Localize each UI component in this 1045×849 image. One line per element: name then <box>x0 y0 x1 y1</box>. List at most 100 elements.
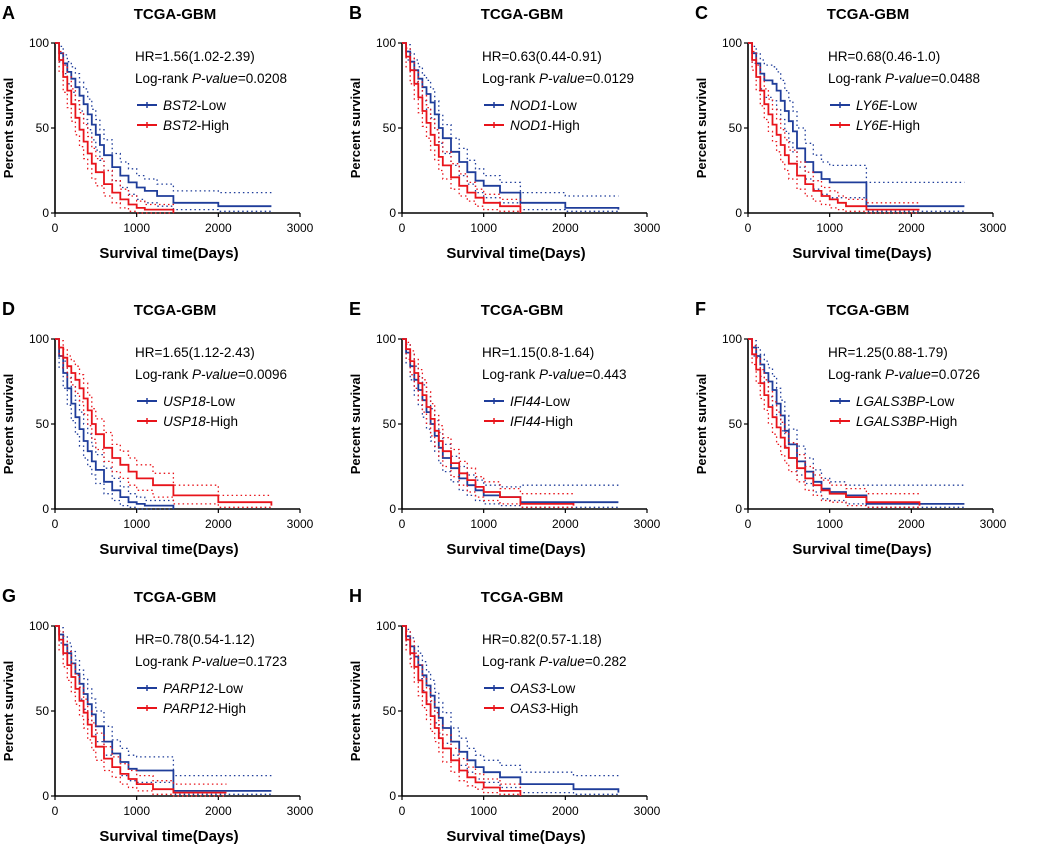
x-tick-label: 3000 <box>287 517 314 531</box>
pvalue-text: Log-rank P-value=0.0488 <box>828 71 980 86</box>
x-tick-label: 0 <box>745 517 752 531</box>
x-tick-label: 2000 <box>552 221 579 235</box>
legend-label: OAS3-High <box>510 701 578 716</box>
x-tick-label: 1000 <box>123 517 150 531</box>
y-tick-label: 50 <box>729 121 743 135</box>
x-tick-label: 2000 <box>552 517 579 531</box>
pvalue-prefix: Log-rank <box>482 654 539 669</box>
x-tick-label: 3000 <box>980 517 1007 531</box>
y-axis-title: Percent survival <box>1 661 16 761</box>
y-tick-label: 100 <box>29 332 49 346</box>
ci-upper-line <box>55 338 272 497</box>
x-axis-title: Survival time(Days) <box>99 828 238 845</box>
y-tick-label: 100 <box>376 619 396 633</box>
y-tick-label: 50 <box>36 417 50 431</box>
legend-gene: BST2 <box>163 98 197 113</box>
y-tick-label: 100 <box>722 36 742 50</box>
pvalue-label: P-value <box>539 654 585 669</box>
y-tick-label: 50 <box>729 417 743 431</box>
legend-gene: LGALS3BP <box>856 414 925 429</box>
pvalue-value: =0.443 <box>585 367 627 382</box>
pvalue-value: =0.282 <box>585 654 627 669</box>
legend-gene: IFI44 <box>510 394 541 409</box>
series-high <box>55 625 227 797</box>
ci-upper-line <box>402 625 619 777</box>
pvalue-text: Log-rank P-value=0.0096 <box>135 367 287 382</box>
x-tick-label: 0 <box>52 804 59 818</box>
y-tick-label: 50 <box>383 417 397 431</box>
pvalue-text: Log-rank P-value=0.443 <box>482 367 627 382</box>
y-tick-label: 100 <box>722 332 742 346</box>
hazard-ratio-text: HR=1.25(0.88-1.79) <box>828 345 948 360</box>
x-tick-label: 1000 <box>123 804 150 818</box>
y-tick-label: 100 <box>29 619 49 633</box>
series-high <box>55 42 175 214</box>
legend-gene: BST2 <box>163 118 197 133</box>
ci-lower-line <box>748 42 920 214</box>
legend-item: NOD1-High <box>484 118 580 133</box>
panel-letter: H <box>349 586 362 606</box>
legend-group: -Low <box>206 394 236 409</box>
legend-item: LGALS3BP-High <box>830 414 957 429</box>
legend-group: -Low <box>888 98 918 113</box>
y-axis-title: Percent survival <box>694 78 709 178</box>
legend-group: -High <box>546 701 578 716</box>
legend-label: LY6E-Low <box>856 98 917 113</box>
x-tick-label: 3000 <box>287 221 314 235</box>
pvalue-text: Log-rank P-value=0.0208 <box>135 71 287 86</box>
legend-gene: PARP12 <box>163 701 214 716</box>
ci-upper-line <box>55 625 227 785</box>
legend-item: IFI44-High <box>484 414 573 429</box>
legend-gene: LY6E <box>856 98 889 113</box>
ci-upper-line <box>748 42 920 204</box>
x-tick-label: 0 <box>745 221 752 235</box>
survival-curve <box>55 338 273 506</box>
legend-item: LGALS3BP-Low <box>830 394 955 409</box>
series-low <box>55 42 272 212</box>
y-axis-title: Percent survival <box>348 374 363 474</box>
pvalue-prefix: Log-rank <box>135 367 192 382</box>
legend-label: BST2-High <box>163 118 229 133</box>
legend-label: IFI44-Low <box>510 394 570 409</box>
legend-label: LGALS3BP-Low <box>856 394 955 409</box>
legend-label: PARP12-Low <box>163 681 243 696</box>
survival-curve <box>402 338 575 506</box>
x-tick-label: 0 <box>399 221 406 235</box>
panel-a: A TCGA-GBM 0 1000 2000 3000 0 50 100 Survival tim… <box>1 3 314 262</box>
legend-gene: IFI44 <box>510 414 541 429</box>
x-tick-label: 3000 <box>634 804 661 818</box>
legend-gene: LGALS3BP <box>856 394 925 409</box>
legend-label: PARP12-High <box>163 701 246 716</box>
panel-title: TCGA-GBM <box>134 302 217 319</box>
legend-item: BST2-High <box>137 118 229 133</box>
hazard-ratio-text: HR=0.78(0.54-1.12) <box>135 632 255 647</box>
y-tick-label: 0 <box>42 206 49 220</box>
ci-lower-line <box>402 625 620 796</box>
survival-curve <box>748 338 921 506</box>
pvalue-value: =0.0726 <box>931 367 980 382</box>
x-tick-label: 3000 <box>980 221 1007 235</box>
hazard-ratio-text: HR=1.65(1.12-2.43) <box>135 345 255 360</box>
pvalue-value: =0.0096 <box>238 367 287 382</box>
panel-h: H TCGA-GBM 0 1000 2000 3000 0 50 100 Survival tim… <box>348 586 661 845</box>
legend-item: NOD1-Low <box>484 98 577 113</box>
x-tick-label: 2000 <box>205 221 232 235</box>
x-tick-label: 0 <box>399 804 406 818</box>
series-high <box>55 338 273 509</box>
panel-title: TCGA-GBM <box>481 589 564 606</box>
x-tick-label: 2000 <box>898 221 925 235</box>
panel-g: G TCGA-GBM 0 1000 2000 3000 0 50 100 Survival tim… <box>1 586 314 845</box>
legend-label: NOD1-High <box>510 118 580 133</box>
pvalue-text: Log-rank P-value=0.0726 <box>828 367 980 382</box>
legend-gene: USP18 <box>163 394 206 409</box>
pvalue-value: =0.0129 <box>585 71 634 86</box>
legend-gene: OAS3 <box>510 681 547 696</box>
panel-letter: E <box>349 299 361 319</box>
x-tick-label: 0 <box>399 517 406 531</box>
pvalue-label: P-value <box>192 71 238 86</box>
series-high <box>748 338 921 509</box>
panel-title: TCGA-GBM <box>134 6 217 23</box>
y-tick-label: 50 <box>383 121 397 135</box>
x-axis-title: Survival time(Days) <box>792 541 931 558</box>
legend-label: LY6E-High <box>856 118 920 133</box>
